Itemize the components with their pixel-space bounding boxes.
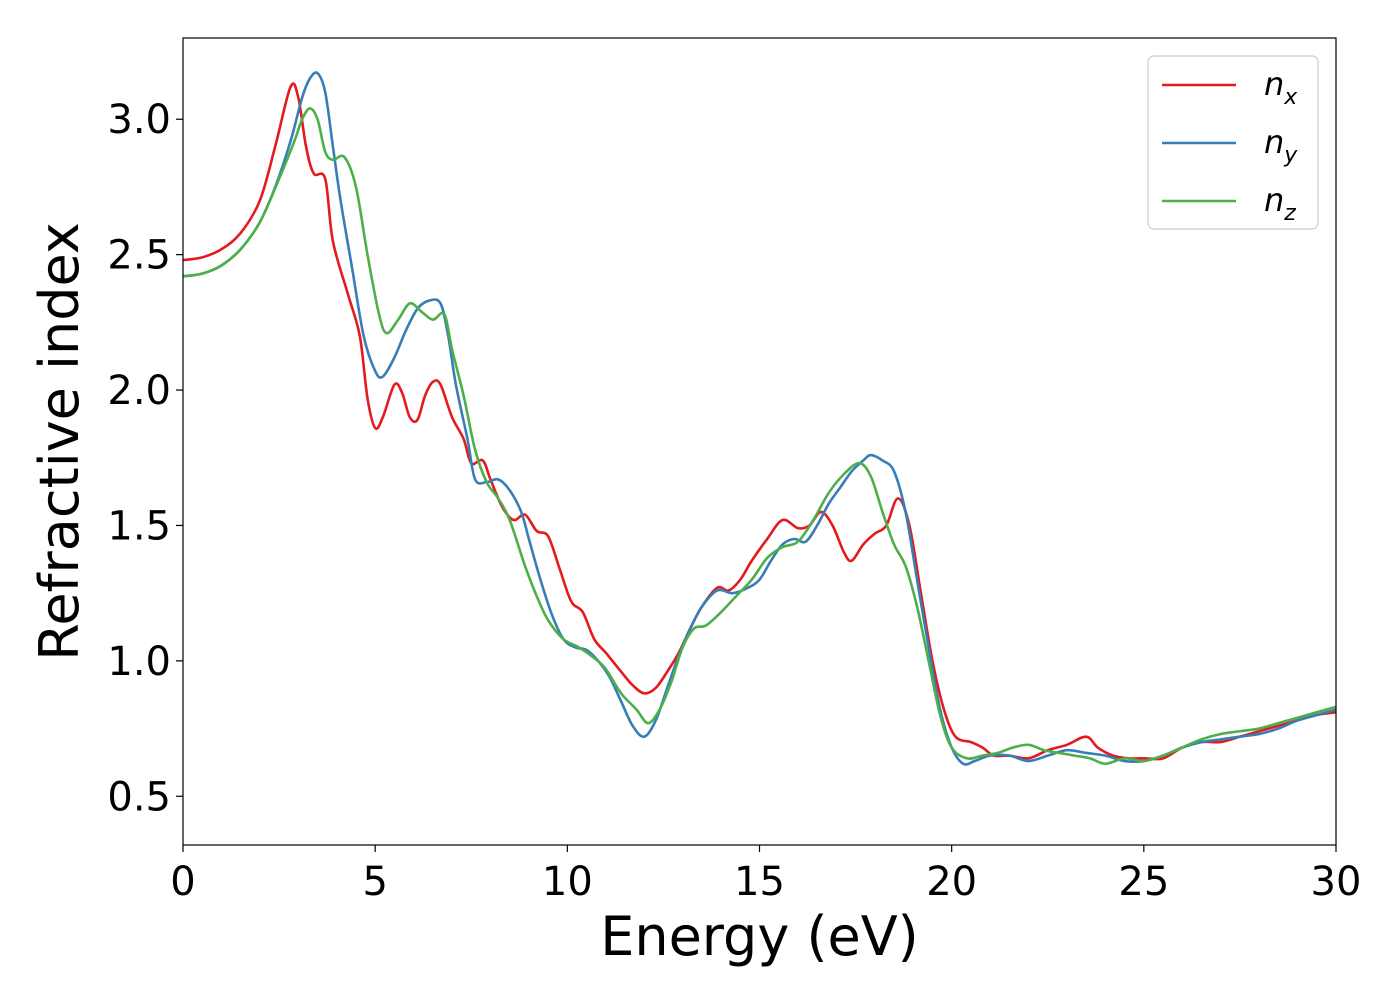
- y-tick-label: 3.0: [107, 97, 171, 143]
- x-tick-label: 5: [362, 859, 387, 905]
- x-tick-label: 20: [926, 859, 977, 905]
- y-tick-label: 1.0: [107, 639, 171, 685]
- y-axis: 0.5 1.0 1.5 2.0 2.5 3.0: [107, 97, 183, 820]
- y-tick-label: 2.0: [107, 368, 171, 414]
- legend-label-main: n: [1264, 65, 1284, 103]
- x-tick-label: 10: [542, 859, 593, 905]
- legend-label-main: n: [1264, 123, 1284, 161]
- legend-label-subscript: y: [1283, 143, 1298, 168]
- legend-label-main: n: [1264, 181, 1284, 219]
- legend-label-nz: nz: [1264, 181, 1296, 226]
- y-tick-label: 0.5: [107, 774, 171, 820]
- legend-label-subscript: x: [1283, 85, 1298, 110]
- y-tick-label: 2.5: [107, 233, 171, 279]
- x-axis: 0 5 10 15 20 25 30: [170, 845, 1361, 905]
- legend-label-subscript: z: [1283, 201, 1296, 226]
- x-tick-label: 30: [1311, 859, 1362, 905]
- x-tick-label: 0: [170, 859, 195, 905]
- series-line-nz: [182, 107, 1337, 766]
- plot-lines: [182, 71, 1337, 766]
- x-axis-title: Energy (eV): [600, 905, 919, 968]
- legend-label-ny: ny: [1264, 123, 1298, 168]
- y-axis-title: Refractive index: [28, 222, 91, 661]
- x-tick-label: 25: [1118, 859, 1169, 905]
- x-tick-label: 15: [734, 859, 785, 905]
- y-tick-label: 1.5: [107, 503, 171, 549]
- legend-label-nx: nx: [1264, 65, 1298, 110]
